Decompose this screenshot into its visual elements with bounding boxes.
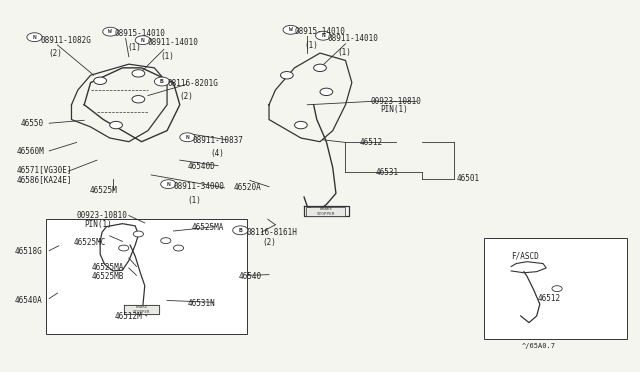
Text: 00923-10810: 00923-10810 (77, 211, 127, 220)
Text: 08911-14010: 08911-14010 (328, 34, 378, 43)
Circle shape (180, 133, 195, 142)
Text: 46512: 46512 (538, 294, 561, 303)
Circle shape (154, 77, 170, 86)
Text: 46540A: 46540A (14, 296, 42, 305)
Circle shape (161, 238, 171, 244)
Text: 08915-14010: 08915-14010 (294, 27, 346, 36)
Text: N: N (321, 33, 325, 38)
Text: B: B (160, 79, 164, 84)
Text: 46586[KA24E]: 46586[KA24E] (17, 176, 72, 185)
FancyBboxPatch shape (484, 238, 627, 339)
Text: 00923-10810: 00923-10810 (371, 97, 422, 106)
Circle shape (135, 36, 150, 45)
Text: 08915-14010: 08915-14010 (115, 29, 166, 38)
Text: (1): (1) (188, 196, 202, 205)
Circle shape (102, 27, 118, 36)
Circle shape (109, 121, 122, 129)
Text: N: N (186, 135, 189, 140)
Text: W: W (108, 29, 112, 34)
Text: (2): (2) (262, 238, 276, 247)
FancyBboxPatch shape (306, 207, 346, 216)
Text: F/ASCD: F/ASCD (511, 251, 539, 261)
Text: (1): (1) (338, 48, 352, 57)
Text: PIN(1): PIN(1) (84, 220, 112, 229)
FancyBboxPatch shape (124, 305, 159, 314)
Text: 46525MB: 46525MB (92, 272, 124, 280)
Text: 46520A: 46520A (234, 183, 262, 192)
Text: PIN(1): PIN(1) (380, 105, 408, 115)
Circle shape (161, 180, 176, 189)
Text: 46531N: 46531N (188, 299, 215, 308)
Text: 08116-8161H: 08116-8161H (246, 228, 297, 237)
Text: (4): (4) (211, 149, 224, 158)
Text: 46525MA: 46525MA (191, 223, 223, 232)
Text: 46540D: 46540D (188, 162, 215, 171)
Text: N: N (141, 38, 145, 43)
Text: 08911-10837: 08911-10837 (193, 136, 243, 145)
Text: 46525MC: 46525MC (74, 238, 106, 247)
Text: 46550: 46550 (20, 119, 44, 128)
Circle shape (132, 96, 145, 103)
Text: ^/65A0.7: ^/65A0.7 (522, 343, 556, 349)
Circle shape (316, 31, 331, 40)
Circle shape (280, 71, 293, 79)
Circle shape (118, 245, 129, 251)
Circle shape (133, 231, 143, 237)
Text: 46540: 46540 (239, 272, 262, 280)
Text: 46518G: 46518G (14, 247, 42, 256)
Text: 46501: 46501 (457, 174, 480, 183)
Text: BRAKE
STOPPER: BRAKE STOPPER (317, 207, 335, 216)
Circle shape (233, 226, 248, 235)
Circle shape (27, 33, 42, 42)
Text: (2): (2) (180, 92, 194, 101)
Text: (1): (1) (127, 43, 141, 52)
Text: 46560M: 46560M (17, 147, 44, 156)
Text: BRAKE
STOPPER: BRAKE STOPPER (133, 305, 150, 314)
Text: N: N (166, 182, 170, 187)
Text: 08911-1082G: 08911-1082G (41, 36, 92, 45)
Circle shape (173, 245, 184, 251)
Circle shape (320, 88, 333, 96)
Text: B: B (239, 228, 242, 233)
Circle shape (294, 121, 307, 129)
Circle shape (314, 64, 326, 71)
Circle shape (552, 286, 562, 292)
FancyBboxPatch shape (46, 219, 246, 334)
Circle shape (94, 77, 106, 84)
Text: 46512: 46512 (360, 138, 383, 147)
Text: 08116-8201G: 08116-8201G (167, 79, 218, 88)
Text: 46531: 46531 (376, 168, 399, 177)
Text: N: N (33, 35, 36, 40)
Circle shape (283, 25, 298, 34)
Text: 08911-34000: 08911-34000 (173, 182, 224, 191)
Text: 46525MA: 46525MA (92, 263, 124, 272)
Text: (1): (1) (161, 52, 175, 61)
Text: 46571[VG30E]: 46571[VG30E] (17, 165, 72, 174)
Text: (1): (1) (304, 41, 318, 50)
Text: 46525M: 46525M (90, 186, 117, 195)
Circle shape (132, 70, 145, 77)
Text: (2): (2) (49, 49, 63, 58)
Text: W: W (289, 27, 292, 32)
Text: 08911-14010: 08911-14010 (148, 38, 199, 47)
Text: 46512M: 46512M (114, 312, 142, 321)
